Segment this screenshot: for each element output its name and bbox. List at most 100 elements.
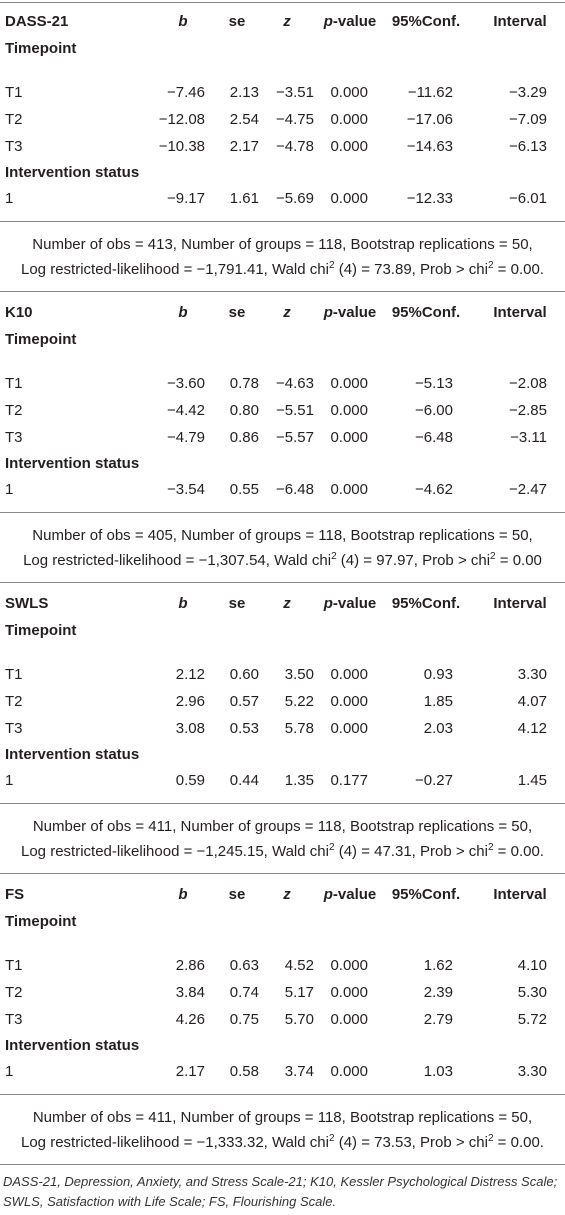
block-1-intervention-row-se: 0.55 bbox=[229, 481, 259, 498]
block-1-header-se: se bbox=[228, 304, 246, 321]
block-0-stat2-d: 2 bbox=[487, 260, 494, 271]
block-0-row-3-z: −4.78 bbox=[276, 138, 314, 155]
block-1-row-2-se: 0.80 bbox=[229, 402, 259, 419]
block-2-row-3-label: T3 bbox=[5, 720, 23, 737]
block-0-stat2-c: (4) = 73.89, Prob > chi bbox=[334, 261, 488, 278]
block-2-row-3-se: 0.53 bbox=[229, 720, 259, 737]
block-3-stat2-e: = 0.00. bbox=[493, 1134, 544, 1151]
block-2-row-2-p: 0.000 bbox=[330, 693, 368, 710]
block-2-row-2-b: 2.96 bbox=[175, 693, 205, 710]
block-1-row-1-label: T1 bbox=[5, 375, 23, 392]
block-3-row-2-ci-low: 2.39 bbox=[423, 984, 453, 1001]
block-0-row-1-label: T1 bbox=[5, 84, 23, 101]
block-3-intervention-row-z: 3.74 bbox=[284, 1063, 314, 1080]
block-3-top-rule bbox=[0, 873, 565, 874]
block-2-intervention-row-label: 1 bbox=[5, 772, 14, 789]
block-2-header-b: b bbox=[178, 595, 188, 612]
block-1-row-2-p: 0.000 bbox=[330, 402, 368, 419]
block-0-model-stats-line-2: Log restricted-likelihood = −1,791.41, W… bbox=[0, 260, 565, 281]
block-3-intervention-row-b: 2.17 bbox=[175, 1063, 205, 1080]
block-0-header-b: b bbox=[178, 13, 188, 30]
block-1-row-3-se: 0.86 bbox=[229, 429, 259, 446]
block-0-row-3-se: 2.17 bbox=[229, 138, 259, 155]
block-3-row-3-ci-high: 5.72 bbox=[517, 1011, 547, 1028]
block-1-row-3-b: −4.79 bbox=[167, 429, 205, 446]
block-0-intervention-row-label: 1 bbox=[5, 190, 14, 207]
block-3-intervention-row-label: 1 bbox=[5, 1063, 14, 1080]
block-1-intervention-row-label: 1 bbox=[5, 481, 14, 498]
block-2-row-1-ci-high: 3.30 bbox=[517, 666, 547, 683]
block-2-row-1-z: 3.50 bbox=[284, 666, 314, 683]
block-0-row-3-ci-low: −14.63 bbox=[406, 138, 453, 155]
block-0-row-1-ci-low: −11.62 bbox=[407, 84, 453, 101]
block-1-intervention-row-z: −6.48 bbox=[276, 481, 314, 498]
block-3-row-2-z: 5.17 bbox=[284, 984, 314, 1001]
block-1-header-p-value: p-value bbox=[324, 304, 377, 322]
block-3-row-3-label: T3 bbox=[5, 1011, 23, 1028]
block-3-row-3-z: 5.70 bbox=[284, 1011, 314, 1028]
block-2-header-z: z bbox=[283, 595, 291, 612]
block-3-intervention-row-ci-low: 1.03 bbox=[423, 1063, 453, 1080]
block-2-row-3-ci-low: 2.03 bbox=[423, 720, 453, 737]
block-1-intervention-row-p: 0.000 bbox=[330, 481, 368, 498]
block-3-header-p-suffix: -value bbox=[332, 886, 377, 903]
block-3-row-1-p: 0.000 bbox=[330, 957, 368, 974]
block-0-row-2-p: 0.000 bbox=[330, 111, 368, 128]
block-0-header-p-value: p-value bbox=[324, 13, 377, 31]
block-3-header-p: p bbox=[323, 886, 333, 903]
block-3-row-2-b: 3.84 bbox=[175, 984, 205, 1001]
block-2-row-1-p: 0.000 bbox=[330, 666, 368, 683]
block-2-stat2-a: Log restricted-likelihood = −1,245.15, W… bbox=[21, 843, 329, 860]
block-1-group-timepoint: Timepoint bbox=[5, 331, 77, 348]
block-0-scale-name: DASS-21 bbox=[5, 13, 69, 30]
footnote-divider bbox=[0, 1164, 565, 1165]
block-3-stat2-d: 2 bbox=[487, 1133, 494, 1144]
block-3-row-2-se: 0.74 bbox=[229, 984, 259, 1001]
block-0-intervention-row-z: −5.69 bbox=[276, 190, 314, 207]
block-2-scale-name: SWLS bbox=[5, 595, 49, 612]
block-0-row-2-b: −12.08 bbox=[158, 111, 205, 128]
block-2-top-rule bbox=[0, 582, 565, 583]
block-3-row-1-ci-high: 4.10 bbox=[517, 957, 547, 974]
block-1-intervention-row-b: −3.54 bbox=[167, 481, 205, 498]
block-1-row-2-ci-low: −6.00 bbox=[415, 402, 453, 419]
block-2-intervention-row-se: 0.44 bbox=[229, 772, 259, 789]
block-2-row-1-se: 0.60 bbox=[229, 666, 259, 683]
block-2-stat2-c: (4) = 47.31, Prob > chi bbox=[334, 843, 488, 860]
block-2-header-p-suffix: -value bbox=[332, 595, 377, 612]
block-1-row-2-z: −5.51 bbox=[276, 402, 314, 419]
block-1-header-conf: 95%Conf. bbox=[391, 304, 461, 321]
block-1-top-rule bbox=[0, 291, 565, 292]
block-1-header-p: p bbox=[323, 304, 333, 321]
block-2-row-3-z: 5.78 bbox=[284, 720, 314, 737]
block-0-stat2-a: Log restricted-likelihood = −1,791.41, W… bbox=[21, 261, 329, 278]
block-1-model-stats-line-1: Number of obs = 405, Number of groups = … bbox=[32, 527, 533, 544]
block-1-intervention-row-ci-high: −2.47 bbox=[509, 481, 547, 498]
block-1-row-1-ci-low: −5.13 bbox=[415, 375, 453, 392]
block-3-row-3-ci-low: 2.79 bbox=[423, 1011, 453, 1028]
block-0-group-intervention: Intervention status bbox=[5, 164, 140, 181]
block-3-row-2-ci-high: 5.30 bbox=[517, 984, 547, 1001]
block-0-row-2-se: 2.54 bbox=[229, 111, 259, 128]
block-0-row-2-ci-high: −7.09 bbox=[509, 111, 547, 128]
block-1-header-b: b bbox=[178, 304, 188, 321]
block-1-intervention-row-ci-low: −4.62 bbox=[415, 481, 453, 498]
block-1-stat2-b: 2 bbox=[331, 551, 337, 562]
block-2-row-2-ci-low: 1.85 bbox=[423, 693, 453, 710]
block-0-intervention-row-ci-high: −6.01 bbox=[509, 190, 547, 207]
block-1-header-interval: Interval bbox=[493, 304, 547, 321]
block-1-model-stats-line-2: Log restricted-likelihood = −1,307.54, W… bbox=[0, 551, 565, 572]
block-3-model-stats-line-1: Number of obs = 411, Number of groups = … bbox=[32, 1109, 533, 1126]
block-3-header-conf: 95%Conf. bbox=[391, 886, 461, 903]
block-1-header-p-suffix: -value bbox=[332, 304, 377, 321]
block-0-intervention-row-p: 0.000 bbox=[330, 190, 368, 207]
block-3-intervention-row-se: 0.58 bbox=[229, 1063, 259, 1080]
block-3-row-1-label: T1 bbox=[5, 957, 23, 974]
block-3-intervention-row-ci-high: 3.30 bbox=[517, 1063, 547, 1080]
block-2-intervention-row-b: 0.59 bbox=[175, 772, 205, 789]
block-1-header-z: z bbox=[283, 304, 291, 321]
block-0-row-1-z: −3.51 bbox=[276, 84, 314, 101]
block-2-model-stats-line-2: Log restricted-likelihood = −1,245.15, W… bbox=[0, 842, 565, 863]
block-0-row-3-p: 0.000 bbox=[330, 138, 368, 155]
